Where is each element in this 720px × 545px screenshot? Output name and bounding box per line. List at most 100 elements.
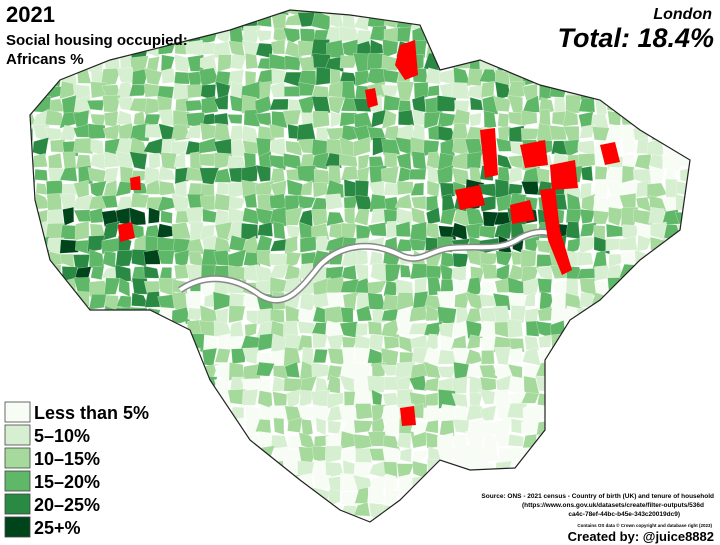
area <box>272 391 288 408</box>
area <box>216 445 233 463</box>
area <box>649 406 667 423</box>
area <box>187 461 205 477</box>
area <box>465 320 483 339</box>
area <box>689 322 690 335</box>
area <box>409 238 427 251</box>
area <box>592 431 611 451</box>
area <box>90 347 105 367</box>
area <box>298 389 314 408</box>
area <box>174 10 186 13</box>
area <box>535 11 554 28</box>
area <box>661 348 680 367</box>
area <box>189 14 204 29</box>
area <box>102 250 117 268</box>
area <box>256 29 272 42</box>
area <box>620 85 638 99</box>
area <box>35 182 48 196</box>
area <box>468 16 485 30</box>
area <box>101 420 117 437</box>
area <box>663 462 681 479</box>
area <box>310 389 331 407</box>
area <box>115 249 135 267</box>
area <box>215 486 233 507</box>
area <box>424 419 439 434</box>
area <box>203 293 214 308</box>
area <box>116 295 132 309</box>
area <box>339 10 354 12</box>
area <box>231 459 247 477</box>
area <box>567 10 583 16</box>
area <box>688 137 690 155</box>
red-area <box>400 406 416 426</box>
area <box>202 389 217 405</box>
area <box>619 10 637 16</box>
area <box>481 446 499 463</box>
area <box>678 96 690 111</box>
area <box>327 392 344 410</box>
area <box>676 223 690 241</box>
area <box>396 432 412 449</box>
area <box>367 280 387 296</box>
area <box>325 56 344 73</box>
area <box>494 178 510 198</box>
area <box>86 517 105 522</box>
area <box>327 515 343 522</box>
area <box>186 500 206 519</box>
area <box>147 406 163 422</box>
area <box>102 124 121 140</box>
area <box>171 446 191 465</box>
area <box>270 180 287 197</box>
area <box>595 10 610 18</box>
area <box>30 153 34 169</box>
area <box>146 322 162 340</box>
area <box>507 516 523 522</box>
area <box>256 68 276 85</box>
area <box>578 97 596 113</box>
area <box>34 346 50 367</box>
area <box>677 112 690 127</box>
area <box>692 405 707 420</box>
area <box>186 84 203 99</box>
area <box>633 362 651 377</box>
area <box>46 318 63 336</box>
area <box>171 491 191 507</box>
area <box>338 517 357 522</box>
area <box>607 364 621 381</box>
area <box>508 39 527 55</box>
area <box>563 346 580 367</box>
area <box>200 122 217 141</box>
area <box>88 194 106 210</box>
area <box>622 360 636 382</box>
area <box>493 346 511 366</box>
area <box>479 364 498 379</box>
area <box>689 84 690 101</box>
area <box>74 220 90 241</box>
area <box>311 96 331 116</box>
area <box>605 318 625 339</box>
area <box>548 474 568 493</box>
area <box>130 192 150 208</box>
area <box>679 364 690 379</box>
area <box>89 431 106 447</box>
area <box>633 68 652 87</box>
area <box>452 501 471 516</box>
area <box>452 108 471 125</box>
area <box>32 137 49 157</box>
area <box>129 462 148 477</box>
area <box>425 489 439 507</box>
area <box>580 461 597 479</box>
area <box>73 254 90 269</box>
area <box>259 515 271 522</box>
area <box>579 236 597 254</box>
area <box>425 67 441 85</box>
area <box>619 281 637 295</box>
area <box>159 180 176 196</box>
area <box>520 110 538 126</box>
area <box>398 335 413 354</box>
area <box>310 516 329 522</box>
area <box>159 267 172 280</box>
area <box>128 83 149 97</box>
area <box>662 251 680 265</box>
area <box>536 123 554 141</box>
area <box>396 26 412 43</box>
